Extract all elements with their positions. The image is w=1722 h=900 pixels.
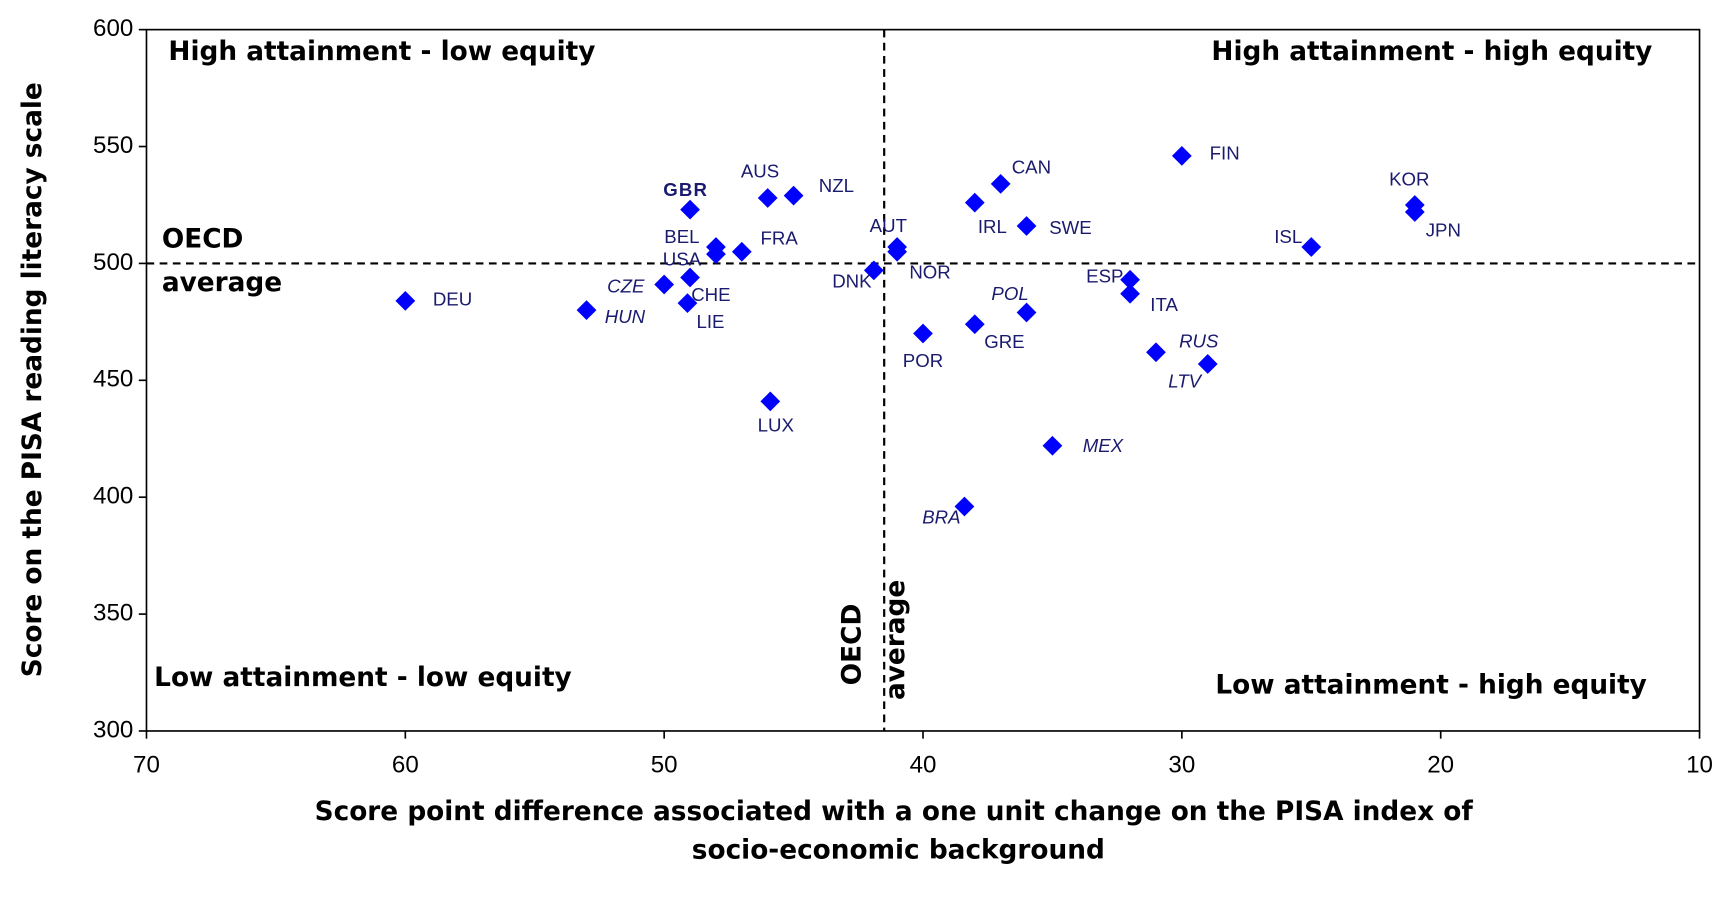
- point-label: CAN: [1012, 156, 1051, 177]
- data-point: [1016, 216, 1037, 236]
- x-tick-label: 60: [392, 751, 419, 778]
- y-axis-title: Score on the PISA reading literacy scale: [18, 82, 48, 677]
- data-point: [731, 241, 752, 262]
- data-point: [913, 323, 933, 344]
- point-label: ITA: [1150, 294, 1178, 315]
- data-point: [1120, 283, 1140, 304]
- point-label: SWE: [1049, 217, 1091, 238]
- point-label: BRA: [922, 507, 960, 528]
- point-label: ISL: [1274, 226, 1302, 247]
- data-point: [1042, 435, 1063, 456]
- point-label: CHE: [691, 284, 730, 305]
- point-label: JPN: [1426, 220, 1461, 241]
- data-point: [783, 185, 804, 206]
- x-tick-label: 10: [1686, 751, 1713, 778]
- y-tick-label: 400: [93, 483, 133, 510]
- point-label: FIN: [1210, 143, 1240, 164]
- data-point: [1301, 237, 1322, 257]
- data-point: [954, 496, 975, 517]
- point-label: DEU: [433, 289, 472, 310]
- point-label: GRE: [984, 331, 1024, 352]
- point-label: LTV: [1168, 371, 1202, 392]
- x-axis-title: Score point difference associated with a…: [315, 797, 1482, 865]
- data-point: [1146, 342, 1166, 363]
- data-point: [760, 391, 781, 412]
- x-tick-label: 30: [1168, 751, 1195, 778]
- quadrant-label: Low attainment - high equity: [1215, 670, 1646, 700]
- data-point: [757, 188, 778, 208]
- quadrant-label: High attainment - high equity: [1211, 37, 1652, 67]
- x-tick-label: 20: [1427, 751, 1454, 778]
- y-tick-label: 550: [93, 132, 133, 159]
- data-point: [1171, 145, 1192, 166]
- data-point: [677, 293, 698, 314]
- x-tick-label: 70: [133, 751, 160, 778]
- quadrant-label: High attainment - low equity: [168, 37, 595, 67]
- point-label: GBR: [663, 179, 708, 200]
- point-label: RUS: [1179, 330, 1219, 351]
- point-label: LIE: [697, 311, 725, 332]
- data-point: [990, 174, 1011, 194]
- data-point: [1404, 202, 1425, 222]
- point-label: POR: [903, 350, 943, 371]
- y-tick-label: 350: [93, 599, 133, 626]
- y-tick-label: 500: [93, 249, 133, 276]
- x-tick-label: 40: [910, 751, 937, 778]
- plot-frame: [145, 28, 1701, 732]
- point-label: AUS: [741, 161, 779, 182]
- data-point: [576, 300, 597, 321]
- point-label: POL: [991, 283, 1028, 304]
- point-label: LUX: [758, 415, 795, 436]
- y-tick-label: 450: [93, 366, 133, 393]
- data-point: [706, 244, 726, 264]
- point-label: NZL: [819, 175, 854, 196]
- y-tick-label: 600: [93, 15, 133, 42]
- data-point: [1197, 354, 1218, 374]
- point-label: USA: [663, 249, 702, 270]
- data-point: [964, 192, 985, 213]
- point-label: HUN: [605, 306, 646, 327]
- point-label: DNK: [832, 270, 872, 291]
- data-point: [654, 274, 675, 295]
- point-label: BEL: [664, 226, 699, 247]
- data-point: [887, 241, 908, 262]
- point-label: ESP: [1086, 266, 1123, 287]
- data-point: [680, 267, 700, 288]
- data-point: [680, 199, 700, 220]
- data-point: [863, 260, 884, 281]
- reference-label: OECD average: [837, 580, 911, 700]
- x-tick-label: 50: [651, 751, 678, 778]
- quadrant-label: Low attainment - low equity: [154, 663, 572, 693]
- reference-label: OECD average: [162, 224, 282, 298]
- point-label: AUT: [870, 215, 907, 236]
- point-label: KOR: [1389, 169, 1429, 190]
- point-label: FRA: [760, 228, 798, 249]
- data-point: [964, 314, 985, 335]
- y-tick-label: 300: [93, 716, 133, 743]
- data-point: [395, 290, 416, 311]
- data-point: [1016, 302, 1037, 323]
- point-label: CZE: [607, 276, 645, 297]
- point-label: IRL: [978, 216, 1007, 237]
- point-label: MEX: [1083, 435, 1125, 456]
- point-label: NOR: [909, 262, 950, 283]
